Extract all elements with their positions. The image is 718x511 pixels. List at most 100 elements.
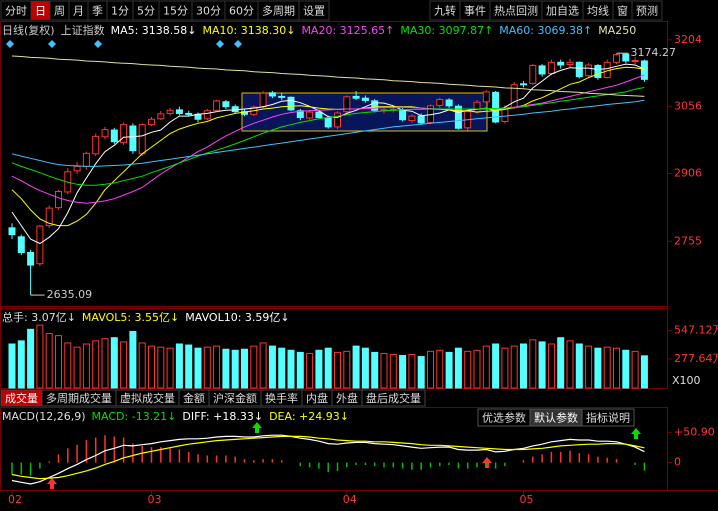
toolbar-button[interactable]: 加自选 [546, 5, 579, 18]
x-tick-label: 02 [8, 493, 22, 506]
toolbar-button[interactable]: 预测 [636, 5, 658, 18]
volume-bar [120, 341, 128, 389]
toolbar-button[interactable]: 均线 [587, 4, 609, 18]
volume-bar [492, 343, 500, 389]
legend-entry: MA20: 3125.65↑ [301, 24, 394, 37]
volume-bar [538, 341, 546, 389]
chart-title: MACD(12,26,9) [2, 410, 86, 423]
legend-entry: 总手: 3.07亿↓ [2, 310, 76, 324]
candle-body [157, 113, 165, 120]
candle-body [529, 64, 537, 84]
macd-button[interactable]: 优选参数 [482, 411, 526, 425]
volume-bar [427, 350, 434, 389]
toolbar-button[interactable]: 季 [92, 5, 103, 18]
candle-body [631, 60, 639, 63]
indicator-tab[interactable]: 沪深金额 [213, 391, 257, 405]
candle-body [334, 112, 341, 128]
indicator-tab-bg[interactable] [361, 389, 426, 407]
indicator-tab[interactable]: 盘后成交量 [366, 391, 421, 405]
volume-bar [241, 348, 248, 389]
indicator-tab[interactable]: 虚拟成交量 [120, 391, 175, 405]
volume-bar [213, 345, 221, 389]
moving-average-line [11, 66, 645, 227]
indicator-tab[interactable]: 金额 [183, 391, 205, 405]
legend-entry: MACD: -13.21↓ [92, 410, 177, 423]
indicator-tab[interactable]: 成交量 [5, 391, 38, 405]
moving-average-line [11, 55, 645, 97]
volume-bar [222, 348, 230, 389]
toolbar-button[interactable]: 5分 [137, 5, 155, 18]
toolbar-button[interactable]: 热点回测 [494, 5, 538, 18]
volume-bar [529, 339, 537, 389]
candle-body [613, 54, 620, 63]
volume-bar [166, 347, 174, 389]
macd-button[interactable]: 指标说明 [586, 411, 630, 425]
candle-body [492, 91, 500, 123]
indicator-tab[interactable]: 多周期成交量 [46, 391, 112, 405]
candle-body [454, 105, 462, 129]
volume-bar [352, 345, 360, 389]
volume-bar [287, 349, 295, 389]
candle-body [482, 91, 490, 103]
volume-bar [82, 343, 90, 389]
toolbar-button[interactable]: 九转 [434, 4, 456, 18]
toolbar-button[interactable]: 窗 [617, 4, 628, 18]
moving-average-line [11, 99, 645, 167]
legend-entry: DEA: +24.93↓ [269, 410, 349, 423]
candle-body [324, 117, 332, 128]
toolbar-button[interactable]: 周 [54, 5, 65, 18]
candle-body [203, 110, 211, 120]
volume-bar [306, 352, 314, 389]
candle-body [259, 92, 267, 108]
volume-bar [473, 349, 481, 389]
candle-body [417, 115, 425, 124]
indicator-tab[interactable]: 换手率 [265, 391, 298, 405]
candle-body [361, 97, 369, 101]
volume-bar [445, 351, 453, 389]
moving-average-line [11, 87, 645, 186]
candle-body [557, 61, 565, 66]
chart-subtitle: 日线(复权) [2, 23, 55, 37]
macd-sell-arrow [252, 422, 262, 433]
volume-bar [138, 342, 146, 389]
indicator-tab[interactable]: 内盘 [306, 391, 328, 405]
candle-body [436, 99, 444, 106]
macd-line [11, 434, 645, 485]
toolbar-button[interactable]: 日 [35, 5, 46, 18]
toolbar-button[interactable]: 分时 [5, 5, 27, 18]
candle-body [8, 227, 16, 236]
signal-marker [216, 40, 224, 48]
candle-body [17, 236, 25, 254]
macd-sell-arrow [631, 428, 641, 439]
toolbar-button[interactable]: 60分 [229, 5, 254, 18]
volume-bar [278, 347, 286, 389]
legend-entry: MA10: 3138.30↓ [203, 24, 296, 37]
y-tick-label: 277.64万 [674, 352, 718, 365]
volume-bar [510, 345, 518, 389]
low-annotation: 2635.09 [47, 288, 93, 301]
volume-bar [36, 324, 44, 389]
volume-bar [482, 345, 490, 389]
toolbar-button[interactable]: 多周期 [262, 4, 295, 18]
candle-body [566, 61, 574, 66]
volume-bar [55, 335, 62, 389]
toolbar-button[interactable]: 设置 [303, 5, 325, 18]
toolbar-button[interactable]: 月 [73, 5, 84, 18]
toolbar-button-bg[interactable] [298, 0, 330, 21]
toolbar-button[interactable]: 15分 [163, 5, 188, 18]
chart-title: 上证指数 [61, 23, 105, 37]
volume-bar [408, 353, 416, 389]
toolbar-button[interactable]: 30分 [196, 5, 221, 18]
y-tick-label: 2906 [674, 167, 702, 180]
macd-button[interactable]: 默认参数 [534, 411, 578, 425]
volume-bar [45, 333, 53, 389]
toolbar-button-bg[interactable] [631, 0, 663, 21]
y-tick-label: 2755 [674, 234, 702, 247]
toolbar-button[interactable]: 事件 [464, 5, 486, 18]
toolbar-button[interactable]: 1分 [111, 5, 129, 18]
macd-button-bg[interactable] [581, 408, 635, 427]
price-panel-frame [0, 21, 668, 307]
indicator-tab[interactable]: 外盘 [336, 391, 358, 405]
candle-body [585, 64, 593, 77]
